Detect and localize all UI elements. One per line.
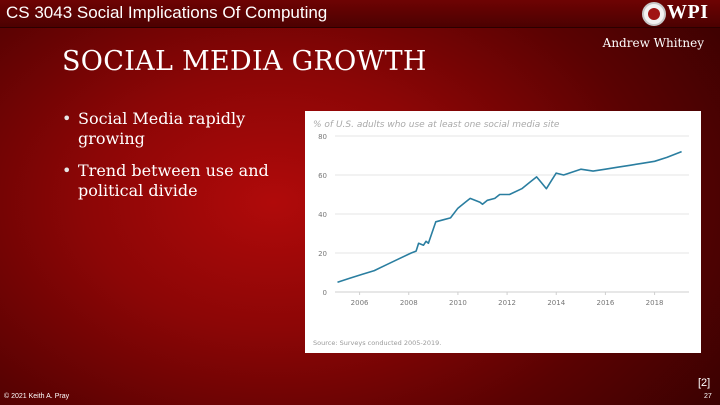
x-tick-label: 2014 (547, 299, 565, 307)
reference-marker: [2] (698, 377, 711, 389)
bullet-text: Trend between use and political divide (78, 161, 269, 200)
author-name: Andrew Whitney (602, 36, 704, 50)
bullet-text: Social Media rapidly growing (78, 109, 246, 148)
bullet-dot-icon: • (62, 109, 72, 128)
wpi-seal-icon (642, 2, 666, 26)
bullet-list: • Social Media rapidly growing • Trend bet… (62, 109, 307, 213)
bullet-item: • Social Media rapidly growing (62, 109, 307, 149)
y-tick-label: 0 (323, 289, 327, 297)
header-bar: CS 3043 Social Implications Of Computing… (0, 0, 720, 28)
bullet-item: • Trend between use and political divide (62, 161, 307, 201)
copyright-text: © 2021 Keith A. Pray (4, 393, 70, 400)
x-tick-label: 2018 (646, 299, 664, 307)
series-line (337, 150, 682, 284)
y-tick-label: 80 (318, 133, 327, 141)
x-tick-label: 2012 (498, 299, 516, 307)
chart-title: % of U.S. adults who use at least one so… (313, 120, 560, 130)
course-title: CS 3043 Social Implications Of Computing (6, 3, 328, 22)
social-media-chart: % of U.S. adults who use at least one so… (313, 120, 689, 347)
bullet-dot-icon: • (62, 161, 72, 180)
x-tick-label: 2008 (400, 299, 418, 307)
y-tick-label: 20 (318, 250, 327, 258)
slide-title: SOCIAL MEDIA GROWTH (62, 46, 427, 77)
wpi-logo-text: WPI (667, 1, 709, 23)
y-tick-label: 60 (318, 172, 327, 180)
page-number: 27 (704, 393, 712, 400)
x-tick-label: 2016 (597, 299, 615, 307)
x-tick-label: 2006 (351, 299, 369, 307)
chart-panel: % of U.S. adults who use at least one so… (305, 111, 701, 353)
chart-source: Source: Surveys conducted 2005-2019. (313, 339, 441, 347)
y-tick-label: 40 (318, 211, 327, 219)
x-tick-label: 2010 (449, 299, 467, 307)
wpi-logo: WPI (642, 1, 714, 26)
